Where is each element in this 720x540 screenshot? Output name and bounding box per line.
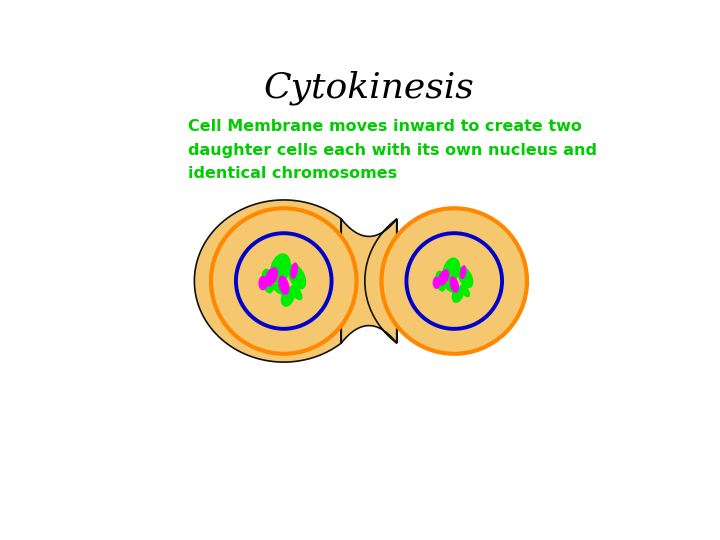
Polygon shape — [194, 200, 397, 362]
Ellipse shape — [278, 275, 289, 295]
Ellipse shape — [459, 265, 467, 279]
Circle shape — [406, 233, 502, 329]
Ellipse shape — [290, 262, 298, 279]
Ellipse shape — [261, 269, 274, 293]
Ellipse shape — [270, 253, 291, 284]
Circle shape — [236, 233, 332, 329]
Ellipse shape — [458, 267, 473, 288]
Ellipse shape — [438, 269, 449, 286]
Ellipse shape — [449, 276, 459, 293]
Ellipse shape — [258, 276, 268, 291]
Circle shape — [211, 208, 356, 354]
Text: daughter cells each with its own nucleus and: daughter cells each with its own nucleus… — [188, 143, 597, 158]
Ellipse shape — [459, 285, 470, 298]
Ellipse shape — [436, 271, 446, 292]
Circle shape — [382, 208, 527, 354]
Ellipse shape — [288, 264, 306, 289]
Ellipse shape — [264, 267, 278, 287]
Ellipse shape — [281, 287, 295, 307]
Ellipse shape — [443, 258, 460, 284]
Ellipse shape — [433, 276, 441, 289]
Ellipse shape — [451, 286, 464, 303]
Ellipse shape — [272, 284, 287, 295]
Ellipse shape — [444, 283, 456, 293]
Text: Cytokinesis: Cytokinesis — [264, 70, 474, 105]
Ellipse shape — [290, 285, 302, 300]
Text: identical chromosomes: identical chromosomes — [188, 166, 397, 181]
Text: Cell Membrane moves inward to create two: Cell Membrane moves inward to create two — [188, 119, 582, 134]
